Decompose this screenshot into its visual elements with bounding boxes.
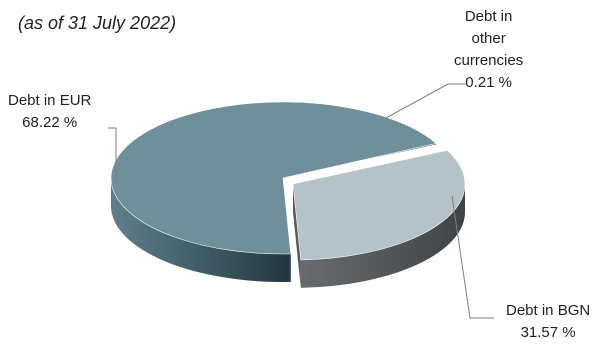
- leader-line-other: [385, 83, 466, 119]
- slice-name: Debt in EUR: [8, 92, 92, 109]
- pie-side-0: [111, 178, 291, 282]
- slice-name: Debt in BGN: [506, 302, 591, 319]
- slice-value: 0.21 %: [465, 74, 512, 91]
- chart-subtitle: (as of 31 July 2022): [18, 13, 177, 33]
- leader-line-eur: [108, 127, 117, 180]
- pie-slice-debt-in-bgn: [292, 150, 466, 261]
- slice-label-debt-in-other-currencies: Debt in other currencies 0.21 %: [454, 6, 523, 94]
- slice-label-debt-in-eur: Debt in EUR 68.22 %: [8, 90, 91, 134]
- slice-name-line: other: [471, 30, 506, 47]
- slice-name-line: Debt in: [464, 8, 513, 25]
- pie-slice-debt-in-eur: [110, 101, 437, 255]
- slice-value: 68.22 %: [22, 114, 78, 131]
- pie-slice-debt-in-other-currencies: [282, 143, 438, 179]
- slice-label-debt-in-bgn: Debt in BGN 31.57 %: [506, 300, 590, 344]
- pie-side-1: [300, 184, 465, 288]
- slice-value: 31.57 %: [520, 324, 576, 341]
- slice-name-line: currencies: [454, 52, 524, 69]
- leader-line-bgn: [451, 195, 494, 319]
